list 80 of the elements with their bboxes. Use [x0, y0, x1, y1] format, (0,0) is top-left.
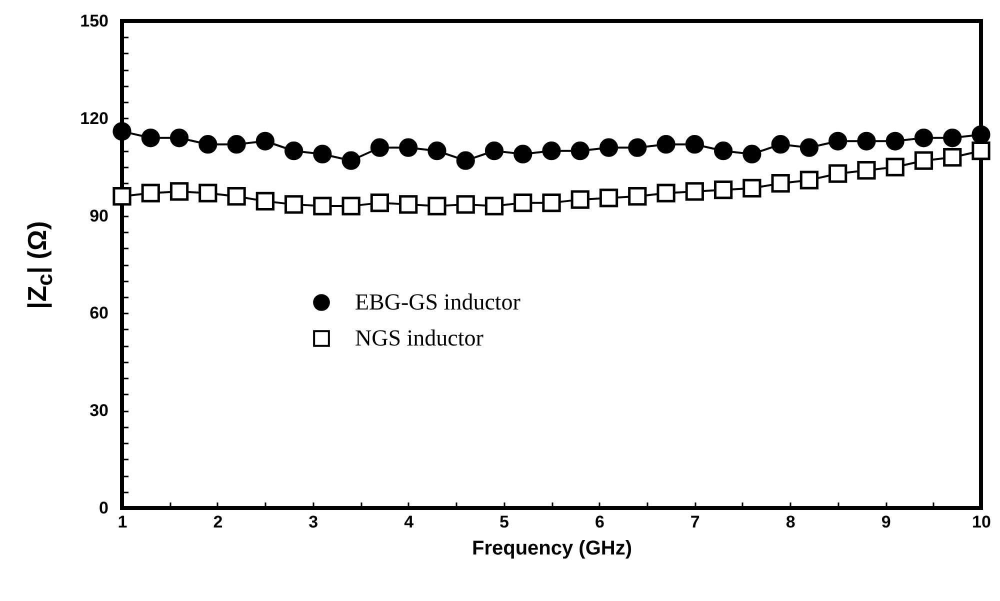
point [886, 158, 904, 176]
point [456, 195, 475, 214]
x-tick-label: 9 [881, 512, 891, 532]
point [141, 184, 160, 202]
x-tick-label: 10 [972, 512, 991, 532]
x-tick-label: 2 [213, 512, 223, 532]
y-tick-label: 60 [90, 304, 108, 323]
point [399, 195, 418, 214]
point [828, 132, 848, 150]
point [943, 148, 962, 167]
point [313, 196, 332, 216]
point [656, 135, 676, 154]
point [599, 138, 618, 157]
point [914, 128, 934, 148]
point [514, 144, 532, 164]
y-tick-label: 30 [90, 401, 108, 420]
point [370, 138, 390, 157]
point [857, 132, 876, 150]
point [685, 135, 704, 154]
point [313, 144, 332, 164]
x-tick-label: 8 [786, 512, 796, 532]
point [141, 128, 160, 148]
point [170, 128, 189, 148]
point [227, 135, 246, 154]
legend-label: EBG-GS inductor [355, 290, 521, 314]
point [227, 187, 246, 206]
x-tick-label: 4 [404, 512, 414, 532]
point [256, 132, 274, 150]
point [972, 142, 990, 160]
point [484, 196, 504, 216]
point [542, 142, 561, 160]
x-tick-label: 1 [118, 512, 128, 532]
point [342, 151, 360, 170]
x-tick-label: 7 [690, 512, 700, 532]
point [284, 195, 304, 214]
point [599, 188, 618, 208]
point [857, 161, 876, 180]
y-tick-label: 150 [80, 12, 108, 30]
x-axis-title: Frequency (GHz) [472, 538, 632, 560]
point [943, 128, 962, 148]
point [714, 180, 733, 200]
point [370, 194, 390, 212]
point [771, 135, 790, 154]
x-tick-label: 6 [594, 512, 604, 532]
point [428, 196, 446, 216]
point [112, 187, 132, 206]
point [628, 138, 647, 157]
point [399, 138, 418, 157]
point [198, 135, 218, 154]
x-tick-label: 5 [500, 512, 510, 532]
point [656, 184, 676, 202]
point [342, 196, 360, 216]
point [685, 182, 704, 201]
point [542, 194, 561, 212]
point [800, 170, 819, 190]
point [771, 174, 790, 193]
point [570, 142, 590, 160]
y-tick-label: 90 [90, 206, 108, 226]
x-tick-label: 3 [308, 512, 318, 532]
point [800, 138, 819, 157]
point [198, 184, 218, 202]
point [914, 151, 934, 170]
point [742, 144, 762, 164]
point [484, 142, 504, 160]
point [112, 122, 132, 141]
point [742, 178, 762, 198]
legend-label: NGS inductor [355, 326, 484, 350]
point [284, 142, 304, 160]
point [628, 187, 647, 206]
point [828, 164, 848, 183]
point [256, 192, 274, 211]
point [886, 132, 904, 150]
point [514, 194, 532, 212]
point [456, 151, 475, 170]
point [714, 142, 733, 160]
y-tick-label: 120 [80, 108, 108, 128]
point [428, 142, 446, 160]
point [570, 190, 590, 209]
y-tick-label: 0 [99, 498, 108, 518]
point [170, 182, 189, 201]
